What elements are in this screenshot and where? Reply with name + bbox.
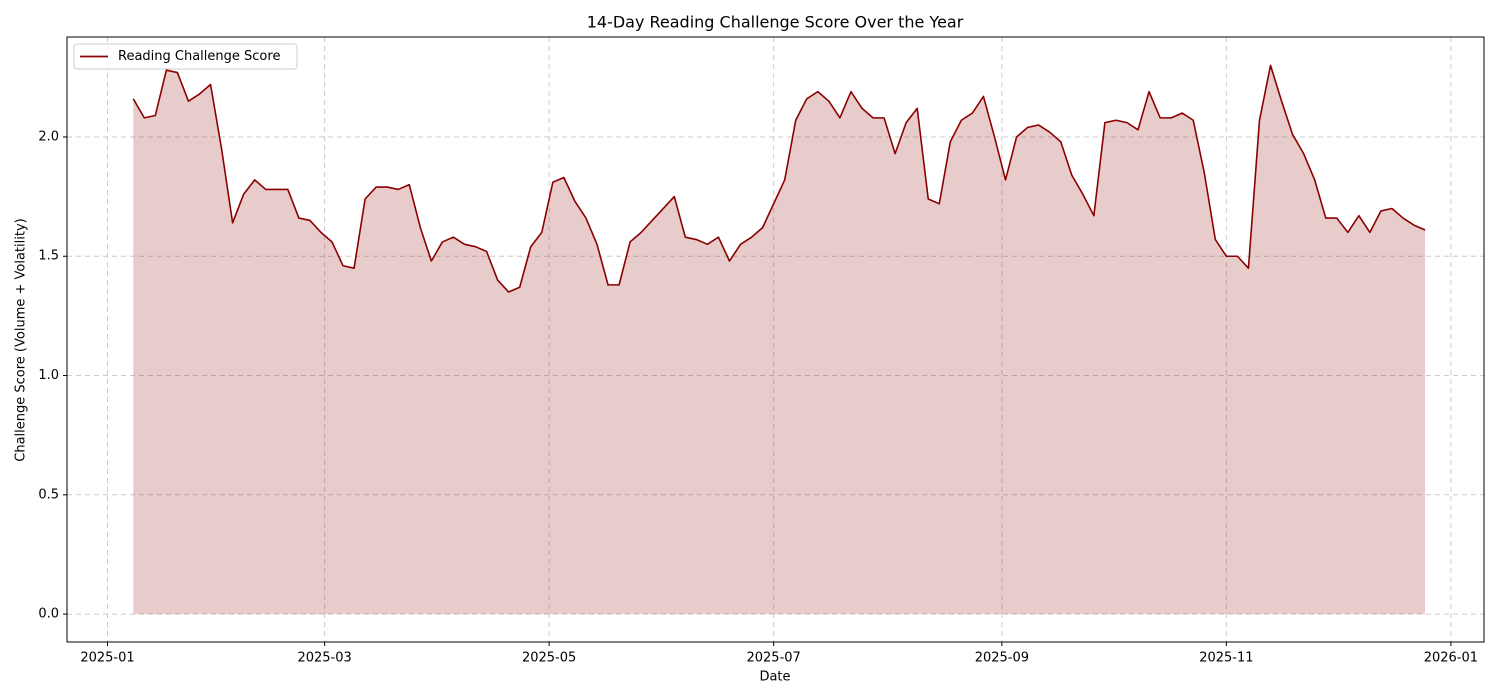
legend-label: Reading Challenge Score xyxy=(118,49,280,64)
x-axis-label: Date xyxy=(759,670,790,685)
line xyxy=(132,64,1426,293)
x-tick-label: 2025-01 xyxy=(80,651,134,666)
legend: Reading Challenge Score xyxy=(73,43,298,70)
x-tick-label: 2025-05 xyxy=(522,651,576,666)
x-tick-label: 2025-11 xyxy=(1199,651,1253,666)
area xyxy=(133,65,1426,615)
chart-title: 14-Day Reading Challenge Score Over the … xyxy=(587,13,964,32)
y-tick-label: 2.0 xyxy=(38,129,59,144)
y-tick-label: 1.0 xyxy=(38,368,59,383)
x-tick-label: 2025-07 xyxy=(746,651,800,666)
y-tick-label: 1.5 xyxy=(38,249,59,264)
x-tick-label: 2025-09 xyxy=(975,651,1029,666)
plot-frame xyxy=(66,36,1485,643)
legend-box xyxy=(73,43,298,70)
y-axis-label: Challenge Score (Volume + Volatility) xyxy=(14,218,29,461)
x-tick-label: 2025-03 xyxy=(297,651,351,666)
y-tick-label: 0.5 xyxy=(38,487,59,502)
x-tick-label: 2026-01 xyxy=(1424,651,1478,666)
y-tick-label: 0.0 xyxy=(38,607,59,622)
